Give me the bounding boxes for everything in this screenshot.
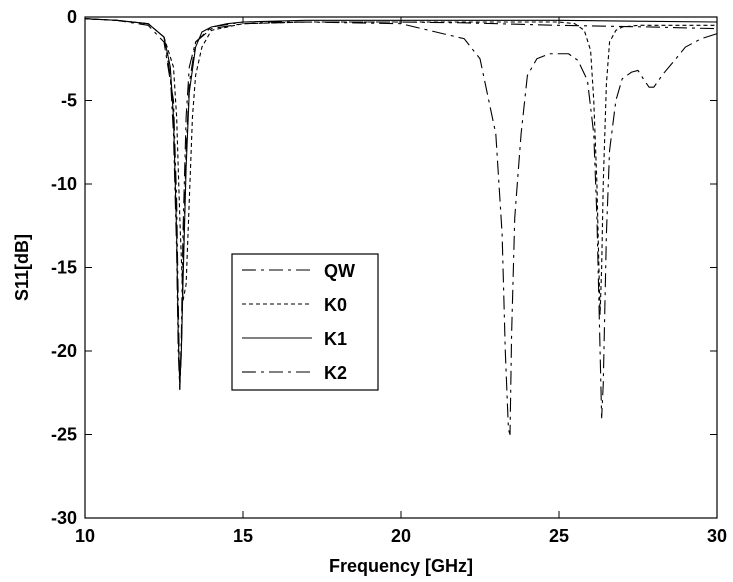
x-tick-label: 15 bbox=[233, 526, 253, 546]
series-line-k0 bbox=[84, 18, 717, 315]
y-tick-label: -15 bbox=[51, 258, 77, 278]
series-layer bbox=[84, 18, 718, 436]
x-tick-label: 10 bbox=[75, 526, 95, 546]
y-tick-label: -20 bbox=[51, 341, 77, 361]
x-axis-label: Frequency [GHz] bbox=[329, 556, 473, 576]
y-tick-label: -10 bbox=[51, 174, 77, 194]
legend-label-qw: QW bbox=[324, 261, 355, 281]
y-tick-label: -30 bbox=[51, 508, 77, 528]
legend-label-k0: K0 bbox=[324, 295, 347, 315]
y-axis-label: S11[dB] bbox=[12, 234, 32, 301]
legend-box bbox=[231, 253, 379, 391]
series-line-qw bbox=[84, 18, 718, 436]
plot-frame bbox=[84, 16, 718, 519]
series-line-k2 bbox=[84, 18, 718, 390]
y-tick-label: 0 bbox=[67, 7, 77, 27]
x-tick-label: 20 bbox=[391, 526, 411, 546]
labels-layer: 10 15 20 25 30 0 -5 -10 -15 -20 -25 -30 Frequency [G… bbox=[12, 7, 727, 576]
legend: QW K0 K1 K2 bbox=[231, 253, 379, 391]
x-tick-label: 25 bbox=[549, 526, 569, 546]
x-tick-label: 30 bbox=[707, 526, 727, 546]
legend-label-k1: K1 bbox=[324, 329, 347, 349]
legend-label-k2: K2 bbox=[324, 363, 347, 383]
y-tick-label: -5 bbox=[61, 91, 77, 111]
y-tick-label: -25 bbox=[51, 425, 77, 445]
